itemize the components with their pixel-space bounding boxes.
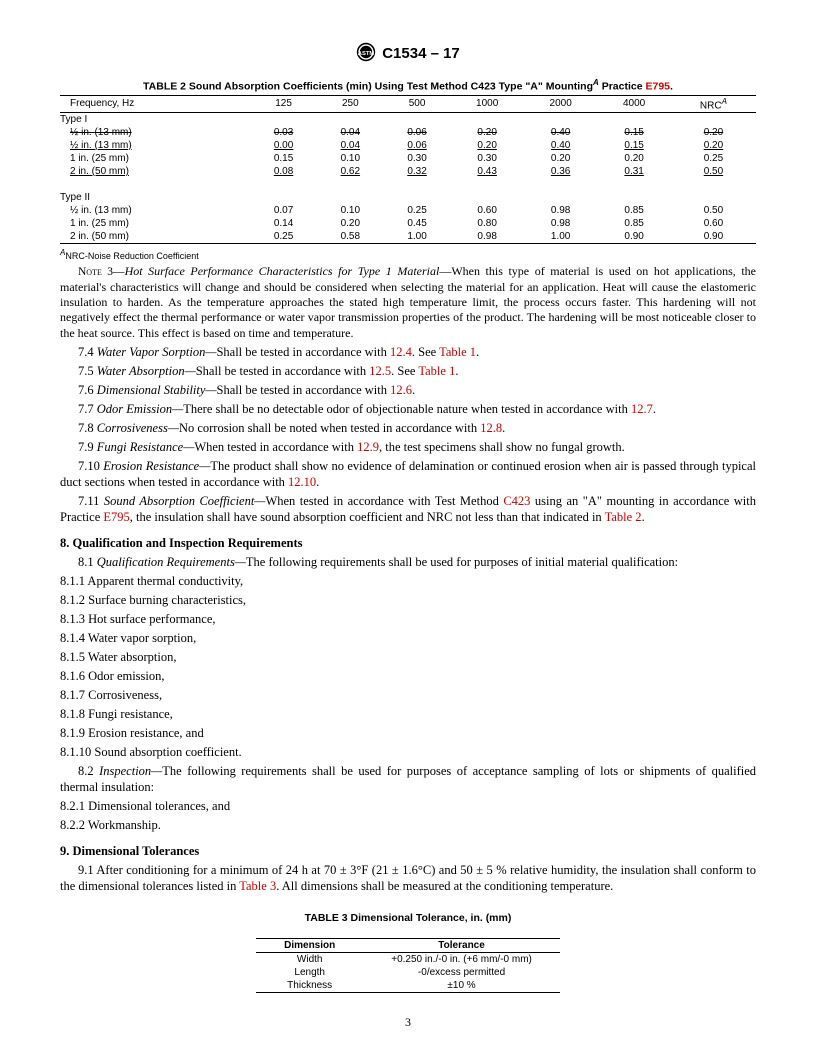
table2-title: TABLE 2 Sound Absorption Coefficients (m… [60, 78, 756, 93]
para-8-1: 8.1 Qualification Requirements—The follo… [60, 554, 756, 570]
para-7-10: 7.10 Erosion Resistance—The product shal… [60, 458, 756, 490]
page-header: ASTM C1534 – 17 [60, 42, 756, 66]
table-row: Length-0/excess permitted [256, 966, 560, 979]
table2: Frequency, Hz 125250 5001000 20004000 NR… [60, 95, 756, 244]
table2-footnote: ANRC-Noise Reduction Coefficient [60, 248, 756, 261]
para-7-11: 7.11 Sound Absorption Coefficient—When t… [60, 493, 756, 525]
list-item: 8.1.5 Water absorption, [60, 649, 756, 665]
table-row: Width+0.250 in./-0 in. (+6 mm/-0 mm) [256, 952, 560, 966]
list-item: 8.1.9 Erosion resistance, and [60, 725, 756, 741]
list-item: 8.1.8 Fungi resistance, [60, 706, 756, 722]
table3-title: TABLE 3 Dimensional Tolerance, in. (mm) [60, 912, 756, 924]
table-row: Type II [60, 191, 756, 204]
page-number: 3 [0, 1015, 816, 1030]
designation: C1534 – 17 [382, 45, 460, 62]
astm-logo: ASTM [356, 42, 376, 66]
list-item: 8.1.6 Odor emission, [60, 668, 756, 684]
table-row: 1 in. (25 mm)0.140.200.450.800.980.850.6… [60, 217, 756, 230]
para-7-7: 7.7 Odor Emission—There shall be no dete… [60, 401, 756, 417]
body: Note 3—Hot Surface Performance Character… [60, 264, 756, 894]
list-item: 8.1.10 Sound absorption coefficient. [60, 744, 756, 760]
table-row [60, 178, 756, 191]
section-8-head: 8. Qualification and Inspection Requirem… [60, 535, 756, 551]
list-item: 8.1.4 Water vapor sorption, [60, 630, 756, 646]
para-7-9: 7.9 Fungi Resistance—When tested in acco… [60, 439, 756, 455]
para-7-4: 7.4 Water Vapor Sorption—Shall be tested… [60, 344, 756, 360]
table2-head: Frequency, Hz 125250 5001000 20004000 NR… [60, 95, 756, 112]
table-row: ½ in. (13 mm)0.000.040.060.200.400.150.2… [60, 139, 756, 152]
table-row: 2 in. (50 mm)0.250.581.000.981.000.900.9… [60, 230, 756, 244]
table3-head: DimensionTolerance [256, 938, 560, 952]
note3: Note 3—Hot Surface Performance Character… [60, 264, 756, 341]
list-item: 8.2.2 Workmanship. [60, 817, 756, 833]
table-row: Type I [60, 112, 756, 126]
list-item: 8.1.7 Corrosiveness, [60, 687, 756, 703]
list-item: 8.1.1 Apparent thermal conductivity, [60, 573, 756, 589]
svg-text:ASTM: ASTM [358, 51, 375, 57]
para-8-2: 8.2 Inspection—The following requirement… [60, 763, 756, 795]
table3: DimensionTolerance Width+0.250 in./-0 in… [256, 938, 560, 993]
section-9-head: 9. Dimensional Tolerances [60, 843, 756, 859]
list-item: 8.2.1 Dimensional tolerances, and [60, 798, 756, 814]
table-row: ½ in. (13 mm)0.030.040.060.200.400.150.2… [60, 126, 756, 139]
table-row: ½ in. (13 mm)0.070.100.250.600.980.850.5… [60, 204, 756, 217]
list-item: 8.1.2 Surface burning characteristics, [60, 592, 756, 608]
list-item: 8.1.3 Hot surface performance, [60, 611, 756, 627]
para-9-1: 9.1 After conditioning for a minimum of … [60, 862, 756, 894]
table-row: 2 in. (50 mm)0.080.620.320.430.360.310.5… [60, 165, 756, 178]
table-row: 1 in. (25 mm)0.150.100.300.300.200.200.2… [60, 152, 756, 165]
table-row: Thickness±10 % [256, 979, 560, 993]
para-7-8: 7.8 Corrosiveness—No corrosion shall be … [60, 420, 756, 436]
page: ASTM C1534 – 17 TABLE 2 Sound Absorption… [0, 0, 816, 1056]
para-7-6: 7.6 Dimensional Stability—Shall be teste… [60, 382, 756, 398]
para-7-5: 7.5 Water Absorption—Shall be tested in … [60, 363, 756, 379]
